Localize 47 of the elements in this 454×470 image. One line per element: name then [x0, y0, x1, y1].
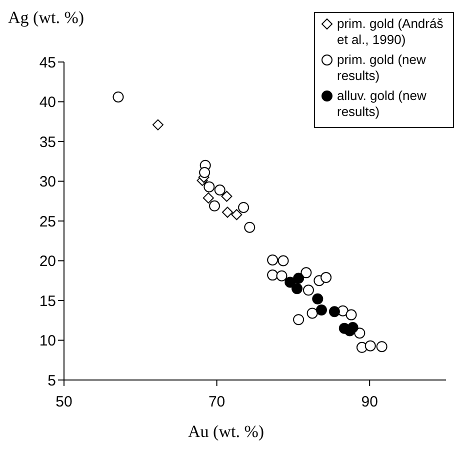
- y-tick-label: 15: [39, 292, 56, 310]
- point: [209, 200, 220, 212]
- x-tick-label: 70: [208, 394, 226, 411]
- point: [302, 284, 314, 296]
- legend-label: prim. gold (Andráš et al., 1990): [337, 16, 444, 48]
- point: [204, 181, 215, 192]
- y-tick-label: 5: [48, 372, 56, 390]
- point: [244, 222, 256, 233]
- point: [300, 267, 312, 278]
- y-tick-label: 45: [39, 54, 56, 72]
- y-tick-label: 10: [39, 332, 56, 350]
- point: [202, 192, 214, 204]
- point: [293, 314, 304, 326]
- x-axis-title: Au (wt. %): [188, 422, 264, 442]
- point: [376, 341, 388, 352]
- y-tick-label: 40: [39, 94, 56, 112]
- point: [199, 167, 210, 178]
- point: [328, 306, 340, 318]
- x-tick-label: 90: [361, 394, 378, 411]
- point: [306, 308, 318, 319]
- legend-label: alluv. gold (new results): [337, 88, 428, 120]
- point: [346, 309, 357, 320]
- point: [312, 293, 324, 304]
- point: [316, 304, 327, 316]
- x-tick-label: 50: [56, 394, 72, 411]
- point: [112, 91, 124, 102]
- point: [221, 190, 232, 202]
- y-axis-title: Ag (wt. %): [8, 8, 84, 28]
- point: [320, 272, 332, 283]
- point: [364, 340, 376, 352]
- point: [276, 270, 288, 282]
- point: [214, 184, 226, 196]
- point: [292, 283, 303, 294]
- point: [152, 119, 164, 130]
- point: [238, 202, 250, 213]
- y-tick-label: 20: [39, 253, 56, 270]
- y-tick-label: 25: [39, 213, 56, 230]
- point: [267, 254, 278, 266]
- y-tick-label: 30: [39, 174, 56, 191]
- legend-label: prim. gold (new results): [337, 52, 427, 84]
- y-tick-label: 35: [39, 134, 56, 151]
- point: [354, 328, 366, 339]
- point: [267, 270, 278, 281]
- point: [278, 255, 289, 266]
- point: [222, 206, 233, 218]
- point: [231, 209, 242, 220]
- point: [293, 272, 304, 284]
